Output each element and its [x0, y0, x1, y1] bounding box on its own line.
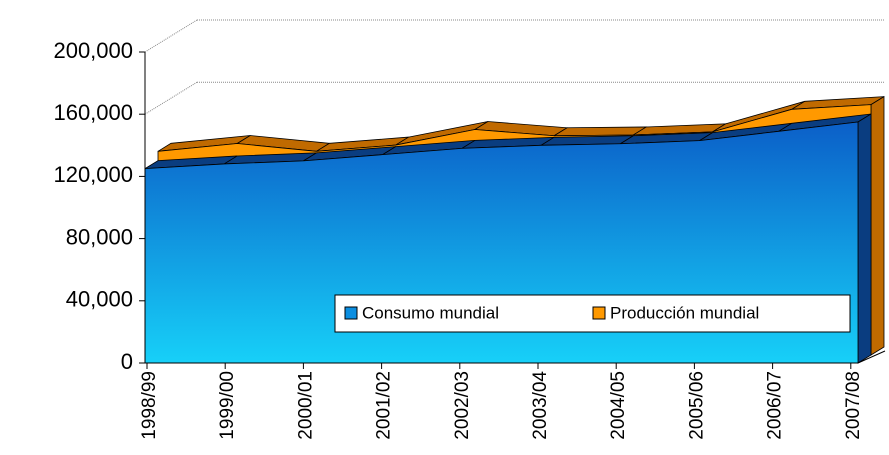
- y-tick-label: 200,000: [53, 38, 133, 63]
- x-tick-label: 2002/03: [452, 371, 473, 440]
- area-side: [870, 95, 885, 356]
- x-tick-label: 2001/02: [374, 371, 395, 440]
- area-side: [857, 113, 872, 364]
- legend-swatch: [592, 306, 606, 320]
- legend-label: Consumo mundial: [362, 303, 499, 322]
- x-tick-label: 2000/01: [295, 371, 316, 440]
- axis-depth: [857, 350, 886, 364]
- y-tick-label: 80,000: [66, 224, 133, 249]
- y-tick-label: 120,000: [53, 162, 133, 187]
- grid-line: [144, 81, 198, 115]
- grid-line: [144, 19, 198, 53]
- x-tick-label: 2006/07: [765, 371, 786, 440]
- y-tick-label: 0: [121, 349, 133, 374]
- x-tick-label: 1998/99: [139, 371, 160, 440]
- legend-label: Producción mundial: [610, 303, 759, 322]
- x-tick-label: 2007/08: [843, 371, 864, 440]
- x-tick-label: 2003/04: [530, 371, 551, 440]
- x-tick-label: 2004/05: [608, 371, 629, 440]
- y-tick-label: 40,000: [66, 287, 133, 312]
- x-tick-label: 2005/06: [686, 371, 707, 440]
- y-tick-label: 160,000: [53, 100, 133, 125]
- legend-swatch: [344, 306, 358, 320]
- legend: Consumo mundial Producción mundial: [334, 294, 851, 333]
- x-tick-label: 1999/00: [217, 371, 238, 440]
- area-top: [552, 126, 648, 137]
